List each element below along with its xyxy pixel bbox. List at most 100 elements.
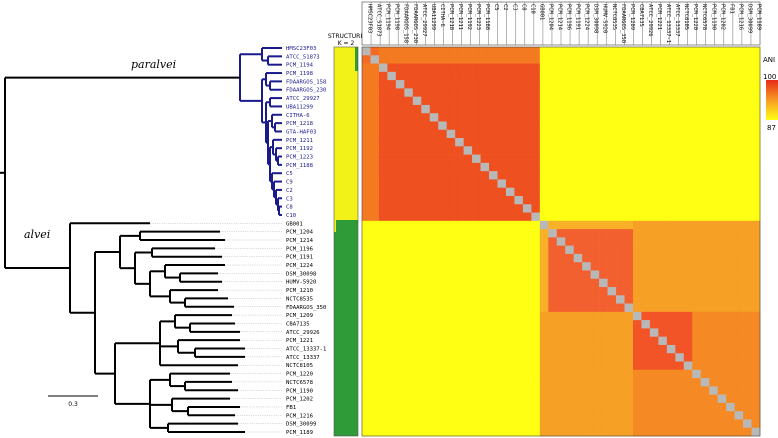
heatmap-cell [709, 146, 718, 155]
heatmap-cell [632, 71, 642, 81]
heatmap-cell [429, 320, 439, 329]
heatmap-cell [700, 71, 710, 81]
heatmap-cell [395, 253, 405, 263]
heatmap-cell [573, 179, 583, 189]
heatmap-cell [404, 55, 414, 64]
heatmap-cell [641, 121, 651, 131]
scale-bar-label: 0.3 [68, 401, 78, 408]
heatmap-cell [641, 270, 651, 280]
heatmap-cell [565, 386, 574, 395]
heatmap-cell [590, 96, 600, 106]
heatmap-cell [751, 328, 761, 337]
column-label: FB1 [728, 4, 734, 14]
heatmap-cell [649, 80, 659, 89]
heatmap-cell [726, 287, 735, 296]
heatmap-cell [582, 187, 591, 197]
heatmap-cell [463, 278, 473, 288]
heatmap-cell [675, 262, 685, 271]
heatmap-cell [743, 162, 752, 172]
heatmap-cell [539, 96, 549, 106]
heatmap-cell [370, 162, 380, 172]
heatmap-cell [565, 311, 574, 321]
heatmap-cell [717, 47, 727, 56]
heatmap-cell [387, 71, 397, 81]
heatmap-cell [404, 204, 414, 213]
heatmap-cell [463, 47, 473, 56]
heatmap-cell [632, 162, 642, 172]
heatmap-cell [362, 171, 371, 180]
heatmap-cell [387, 402, 397, 412]
leaf-label: PCM_1220 [286, 372, 313, 378]
heatmap-cell [582, 171, 591, 180]
heatmap-cell [700, 204, 710, 213]
heatmap-cell [429, 353, 439, 362]
heatmap-cell [497, 212, 507, 222]
heatmap-cell [370, 336, 380, 346]
heatmap-cell [480, 411, 490, 420]
heatmap-cell [582, 121, 591, 131]
heatmap-cell [709, 63, 718, 73]
heatmap-cell [412, 129, 422, 139]
heatmap-cell [726, 80, 735, 89]
heatmap-cell [751, 344, 761, 354]
heatmap-cell [412, 262, 422, 271]
heatmap-cell [675, 47, 685, 56]
heatmap-cell [607, 419, 617, 429]
heatmap-cell [395, 303, 405, 313]
heatmap-cell [632, 386, 642, 395]
heatmap-cell [446, 129, 456, 139]
heatmap-cell [743, 394, 752, 404]
heatmap-cell [539, 320, 549, 329]
heatmap-cell [726, 328, 735, 337]
heatmap-cell [505, 295, 515, 304]
heatmap-cell [616, 270, 625, 280]
heatmap-cell [455, 328, 464, 337]
heatmap-cell [675, 344, 685, 354]
heatmap-cell [497, 361, 507, 371]
heatmap-cell [463, 344, 473, 354]
heatmap-cell [743, 187, 752, 197]
heatmap-cell [489, 220, 498, 230]
heatmap-cell [734, 278, 744, 288]
heatmap-cell [658, 204, 668, 213]
heatmap-cell [505, 113, 515, 122]
heatmap-cell [387, 419, 397, 429]
heatmap-cell [548, 162, 558, 172]
heatmap-cell [548, 121, 558, 131]
heatmap-cell [395, 212, 405, 222]
heatmap-cell [395, 245, 405, 255]
heatmap-cell [700, 212, 710, 222]
heatmap-cell [421, 104, 431, 114]
heatmap-cell [675, 146, 685, 155]
heatmap-cell [590, 187, 600, 197]
heatmap-cell [734, 154, 744, 164]
heatmap-cell [573, 270, 583, 280]
heatmap-cell [700, 179, 710, 189]
heatmap-cell [556, 171, 566, 180]
heatmap-cell [455, 63, 464, 73]
heatmap-cell [556, 386, 566, 395]
heatmap-cell [387, 154, 397, 164]
heatmap-cell [751, 336, 761, 346]
heatmap-cell [700, 138, 710, 147]
heatmap-cell [362, 229, 371, 238]
heatmap-cell [590, 328, 600, 337]
heatmap-cell [649, 378, 659, 387]
heatmap-cell [666, 336, 676, 346]
heatmap-cell [717, 336, 727, 346]
heatmap-cell [692, 220, 702, 230]
heatmap-cell [480, 154, 490, 164]
heatmap-cell [556, 411, 566, 420]
heatmap-cell [548, 154, 558, 164]
heatmap-cell [717, 353, 727, 362]
heatmap-cell [607, 113, 617, 122]
heatmap-cell [522, 353, 532, 362]
heatmap-cell [455, 129, 464, 139]
heatmap-cell [751, 262, 761, 271]
heatmap-cell [616, 353, 625, 362]
heatmap-cell [743, 344, 752, 354]
heatmap-cell [370, 369, 380, 379]
column-label: PCM_1204 [547, 4, 553, 30]
heatmap-cell [395, 154, 405, 164]
heatmap-cell [751, 146, 761, 155]
